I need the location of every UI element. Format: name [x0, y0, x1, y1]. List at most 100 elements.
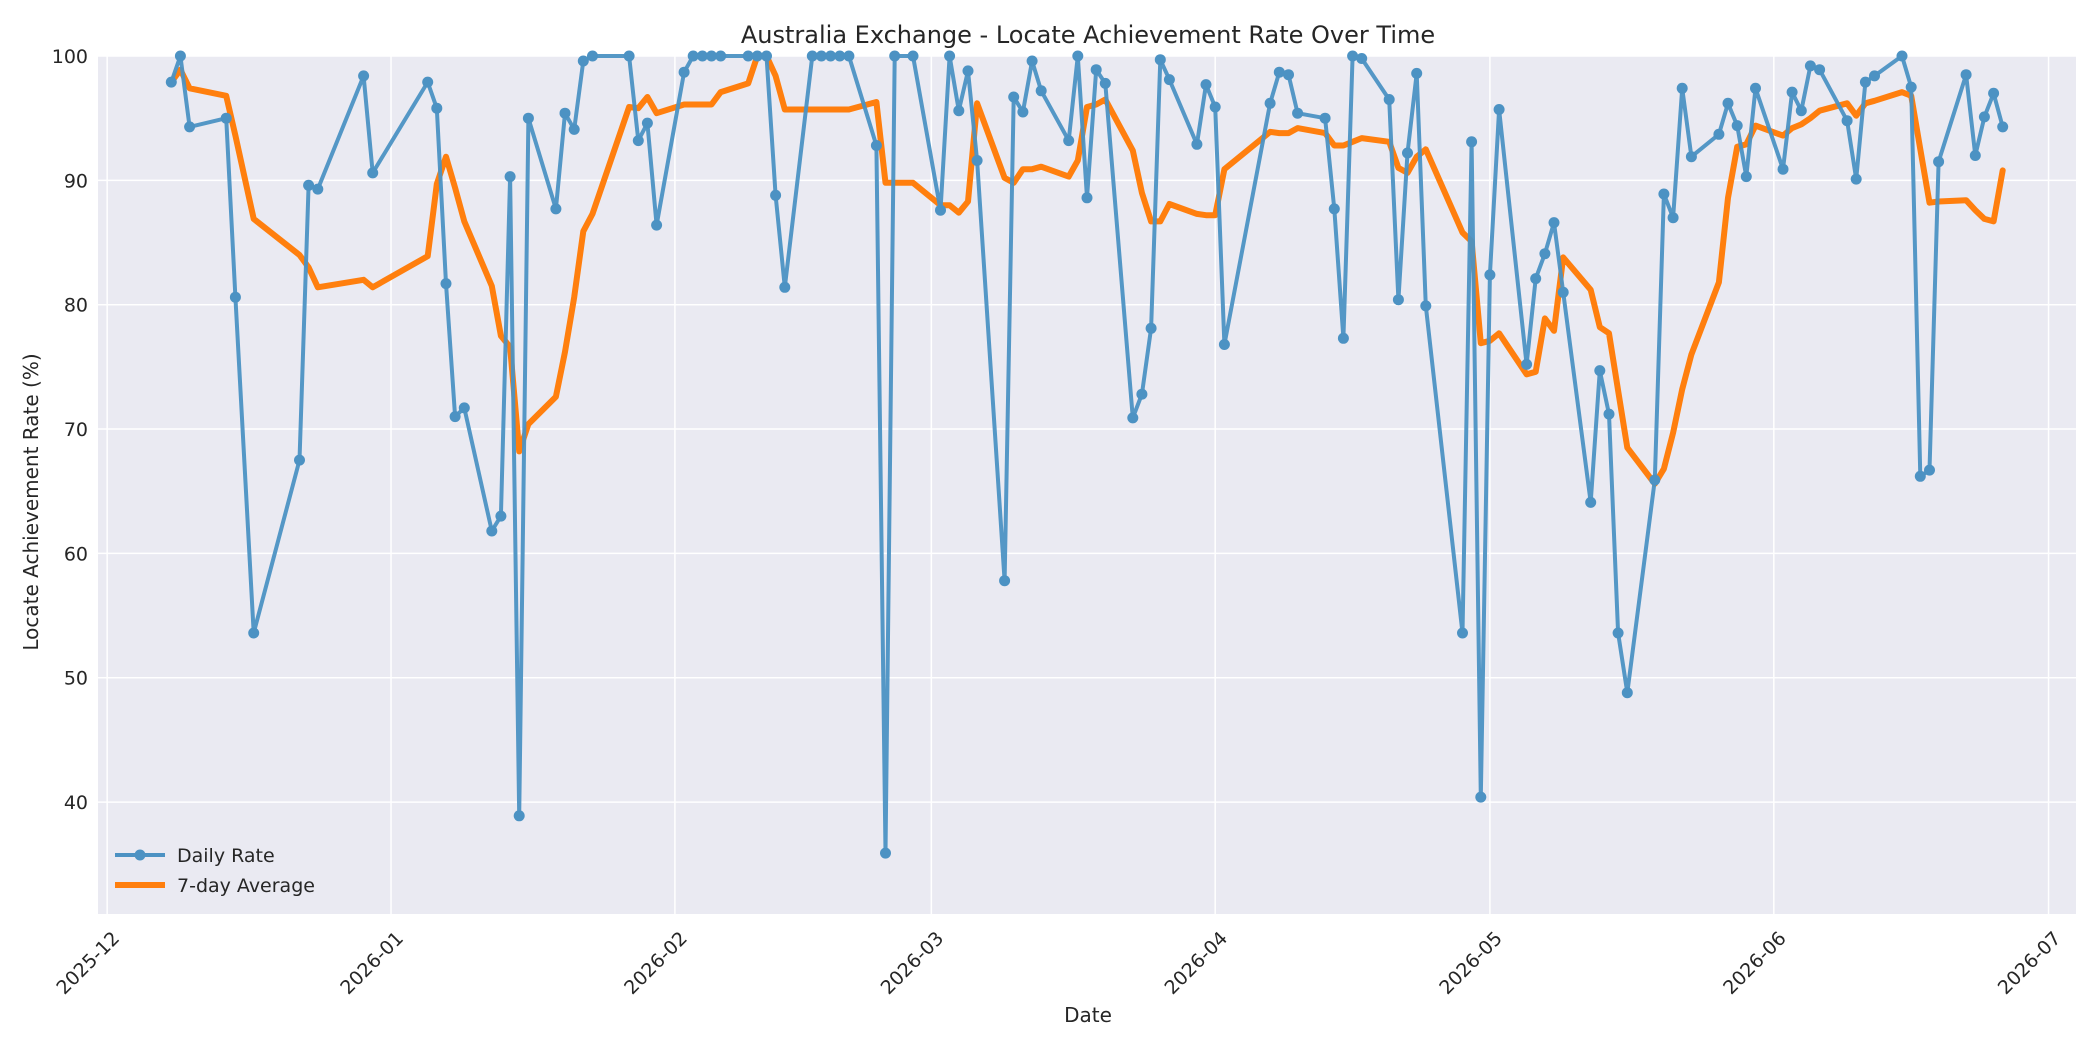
y-axis-label: Locate Achievement Rate (%): [19, 353, 43, 650]
data-point-daily-rate: [1649, 474, 1661, 486]
data-point-daily-rate: [559, 107, 571, 119]
data-point-daily-rate: [1795, 105, 1807, 117]
data-point-daily-rate: [761, 50, 772, 62]
data-point-daily-rate: [1475, 791, 1487, 803]
data-point-daily-rate: [1777, 163, 1789, 175]
data-point-daily-rate: [1383, 94, 1395, 105]
data-point-daily-rate: [1997, 121, 2009, 133]
data-point-daily-rate: [1804, 60, 1816, 72]
data-point-daily-rate: [623, 50, 635, 62]
data-point-daily-rate: [229, 291, 241, 303]
data-point-daily-rate: [696, 50, 708, 62]
data-point-daily-rate: [1283, 69, 1294, 81]
y-axis-ticks: 40 50 60 70 80 90 100: [52, 46, 88, 814]
data-point-daily-rate: [1850, 173, 1862, 185]
data-point-daily-rate: [1008, 91, 1020, 103]
data-point-daily-rate: [1145, 322, 1157, 334]
data-point-daily-rate: [431, 102, 443, 114]
data-point-daily-rate: [1218, 339, 1230, 350]
data-point-daily-rate: [1539, 248, 1551, 260]
y-tick-label: 40: [64, 792, 88, 814]
data-point-daily-rate: [1924, 464, 1935, 476]
data-point-daily-rate: [486, 525, 498, 537]
data-point-daily-rate: [449, 411, 461, 423]
data-point-daily-rate: [1264, 97, 1276, 109]
data-point-daily-rate: [174, 50, 186, 62]
data-point-daily-rate: [1402, 147, 1413, 159]
data-point-daily-rate: [568, 123, 580, 135]
data-point-daily-rate: [880, 847, 891, 859]
data-point-daily-rate: [1337, 332, 1349, 344]
data-point-daily-rate: [367, 167, 379, 179]
data-point-daily-rate: [1594, 365, 1606, 377]
legend-label-7-day-average: 7-day Average: [177, 875, 315, 897]
data-point-daily-rate: [1521, 358, 1533, 370]
data-point-daily-rate: [1090, 64, 1102, 76]
data-point-daily-rate: [1420, 300, 1432, 312]
data-point-daily-rate: [1493, 104, 1505, 115]
legend-marker-daily-rate: [134, 849, 146, 861]
data-point-daily-rate: [779, 281, 791, 293]
data-point-daily-rate: [1026, 55, 1038, 67]
data-point-daily-rate: [1191, 138, 1203, 150]
data-point-daily-rate: [706, 50, 717, 62]
y-tick-label: 100: [52, 46, 88, 68]
data-point-daily-rate: [944, 50, 956, 62]
chart-title: Australia Exchange - Locate Achievement …: [741, 21, 1435, 49]
data-point-daily-rate: [1658, 188, 1670, 200]
data-point-daily-rate: [1859, 76, 1871, 88]
data-point-daily-rate: [303, 179, 315, 191]
data-point-daily-rate: [1869, 70, 1880, 82]
data-point-daily-rate: [1273, 66, 1285, 78]
data-point-daily-rate: [1585, 496, 1597, 508]
data-point-daily-rate: [1154, 54, 1166, 66]
data-point-daily-rate: [1548, 217, 1560, 229]
data-point-daily-rate: [825, 50, 837, 62]
data-point-daily-rate: [815, 50, 827, 62]
data-point-daily-rate: [1612, 627, 1624, 639]
data-point-daily-rate: [1136, 388, 1148, 400]
data-point-daily-rate: [513, 810, 525, 822]
data-point-daily-rate: [834, 50, 846, 62]
data-point-daily-rate: [715, 50, 727, 62]
data-point-daily-rate: [294, 454, 305, 466]
data-point-daily-rate: [1328, 203, 1340, 215]
data-point-daily-rate: [587, 50, 598, 62]
data-point-daily-rate: [1814, 64, 1826, 76]
data-point-daily-rate: [999, 575, 1011, 587]
data-point-daily-rate: [577, 55, 589, 67]
data-point-daily-rate: [1035, 85, 1047, 97]
data-point-daily-rate: [1411, 67, 1423, 79]
data-point-daily-rate: [1557, 286, 1569, 298]
data-point-daily-rate: [1163, 74, 1175, 86]
data-point-daily-rate: [1969, 150, 1981, 161]
data-point-daily-rate: [935, 204, 946, 216]
data-point-daily-rate: [1978, 111, 1990, 123]
data-point-daily-rate: [1905, 81, 1917, 93]
legend: Daily Rate 7-day Average: [115, 845, 315, 897]
data-point-daily-rate: [1914, 470, 1926, 482]
data-point-daily-rate: [1127, 412, 1139, 424]
data-point-daily-rate: [843, 50, 855, 62]
data-point-daily-rate: [504, 171, 516, 183]
data-point-daily-rate: [870, 140, 882, 151]
data-point-daily-rate: [1081, 192, 1093, 204]
data-point-daily-rate: [1319, 112, 1331, 124]
data-point-daily-rate: [1750, 82, 1761, 94]
data-point-daily-rate: [651, 219, 663, 231]
data-point-daily-rate: [1731, 120, 1743, 132]
data-point-daily-rate: [742, 50, 754, 62]
y-tick-label: 60: [64, 543, 88, 565]
data-point-daily-rate: [1621, 687, 1633, 699]
data-point-daily-rate: [1933, 156, 1945, 168]
data-point-daily-rate: [687, 50, 699, 62]
data-point-daily-rate: [165, 76, 177, 88]
data-point-daily-rate: [495, 510, 507, 522]
y-tick-label: 70: [64, 419, 88, 441]
x-axis-label: Date: [1064, 1003, 1112, 1027]
data-point-daily-rate: [422, 76, 434, 88]
data-point-daily-rate: [1988, 87, 2000, 99]
data-point-daily-rate: [248, 627, 260, 639]
data-point-daily-rate: [458, 402, 470, 414]
data-point-daily-rate: [220, 112, 232, 124]
